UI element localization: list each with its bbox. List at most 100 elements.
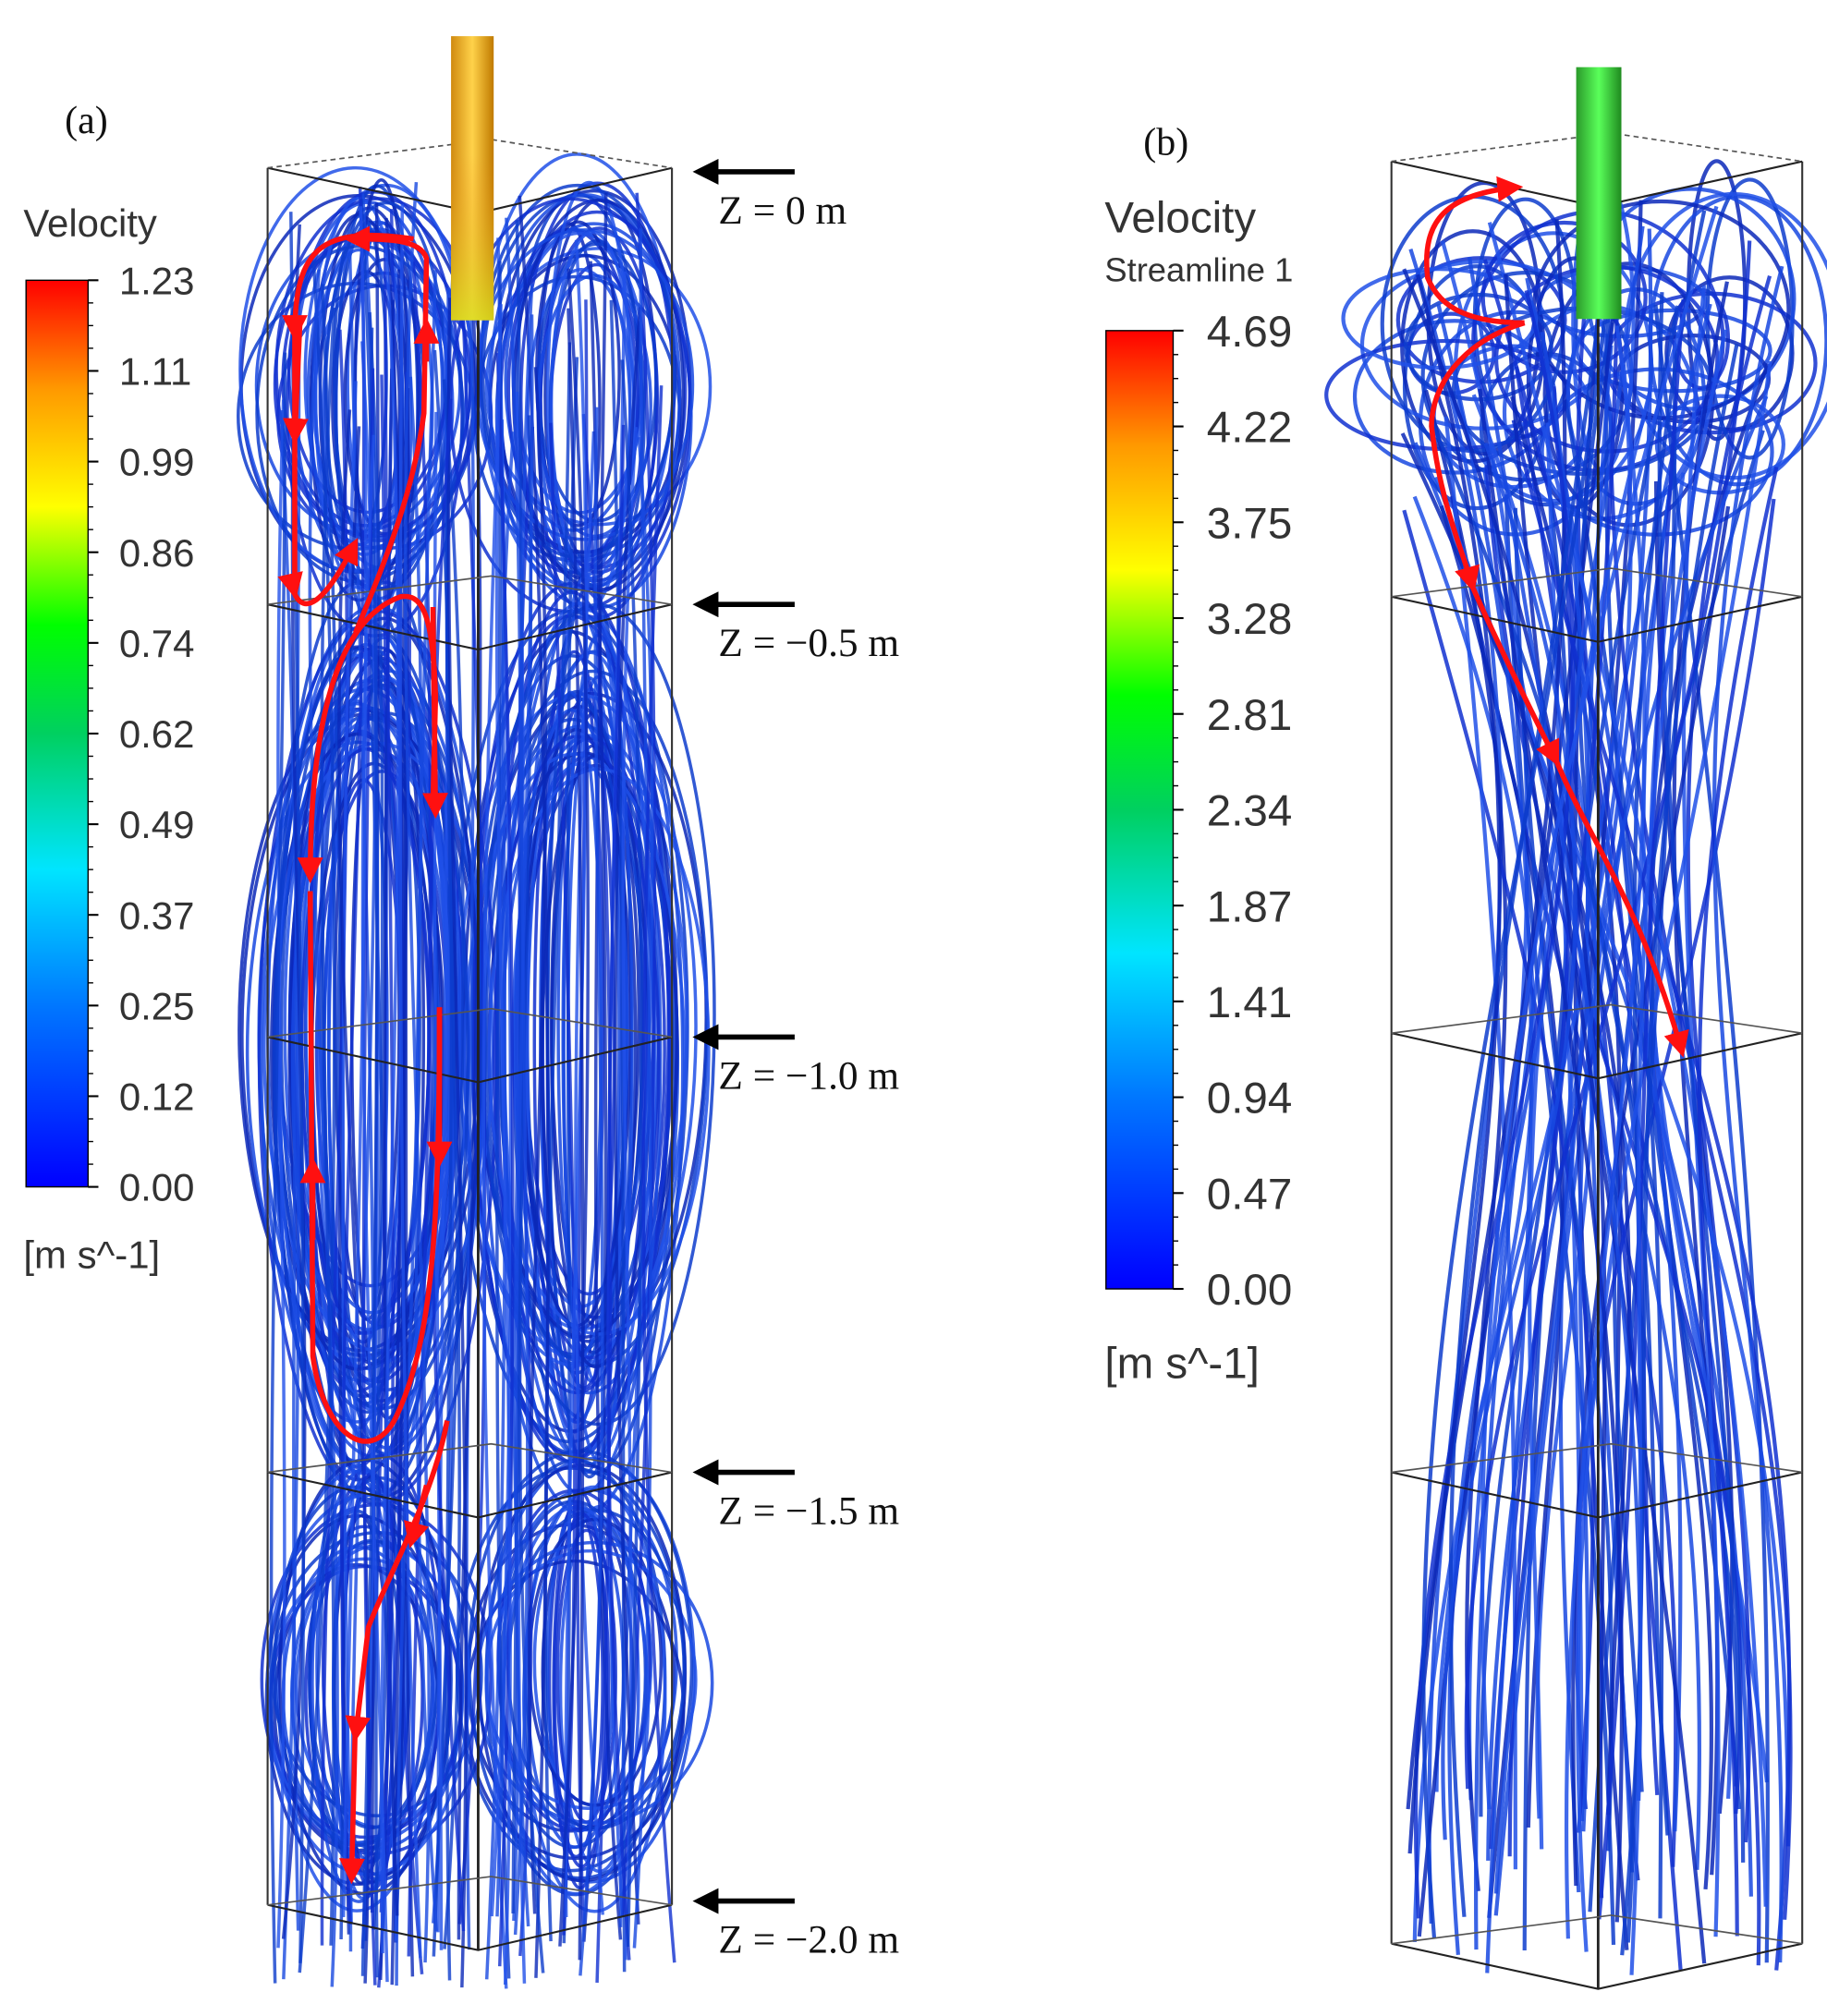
streamline xyxy=(579,407,604,1976)
colorbar-tick-label: 4.22 xyxy=(1207,404,1292,453)
streamline xyxy=(1513,507,1614,1852)
box-level xyxy=(267,603,673,651)
streamline xyxy=(1487,222,1768,1907)
streamline xyxy=(558,268,590,1947)
z-label: Z = −1.5 m xyxy=(718,1488,899,1533)
streamline xyxy=(621,427,638,1961)
streamline xyxy=(1697,466,1779,1937)
colorbar-tick-label: 0.49 xyxy=(119,803,195,846)
z-label: Z = 0 m xyxy=(718,188,847,233)
streamline xyxy=(1657,292,1746,1863)
streamline xyxy=(398,203,422,1959)
streamline xyxy=(276,399,286,1949)
colorbar-tick-label: 1.23 xyxy=(119,259,195,302)
streamline xyxy=(1629,329,1728,1975)
z-label: Z = −1.0 m xyxy=(718,1053,899,1098)
streamline xyxy=(481,399,508,1989)
streamline xyxy=(1441,442,1577,1840)
panel-label: (b) xyxy=(1143,122,1188,164)
streamline xyxy=(1448,309,1602,1917)
colorbar-tick-label: 0.99 xyxy=(119,441,195,484)
colorbar-tick-label: 0.25 xyxy=(119,984,195,1027)
streamline xyxy=(279,409,300,1980)
streamline xyxy=(1504,273,1707,1964)
box-level xyxy=(1391,1942,1803,1990)
panel-label: (a) xyxy=(65,100,108,142)
colorbar-tick-label: 2.34 xyxy=(1207,787,1292,836)
streamline xyxy=(606,424,631,1961)
colorbar-tick-label: 0.74 xyxy=(119,622,195,665)
streamline xyxy=(1574,498,1776,1810)
streamline xyxy=(479,183,676,559)
z-label: Z = −2.0 m xyxy=(718,1918,899,1962)
streamline xyxy=(495,261,511,1979)
streamline xyxy=(1576,360,1772,1952)
streamline xyxy=(620,192,656,1917)
streamline xyxy=(1439,504,1565,1828)
legend-unit: [m s^-1] xyxy=(23,1233,160,1277)
colorbar-tick-label: 0.37 xyxy=(119,893,195,937)
streamline xyxy=(1528,384,1653,1850)
colorbar-tick-label: 0.47 xyxy=(1207,1170,1292,1219)
streamlines-a xyxy=(237,152,716,1989)
box-level xyxy=(1391,1471,1803,1519)
legend-title: Velocity xyxy=(23,201,157,245)
streamline xyxy=(495,217,522,1917)
streamline xyxy=(562,357,579,1944)
streamline xyxy=(1421,278,1612,1939)
streamline xyxy=(404,181,431,1963)
streamline xyxy=(495,352,515,1967)
streamline xyxy=(1480,205,1719,1810)
colorbar-tick-label: 1.41 xyxy=(1207,978,1292,1027)
streamline xyxy=(1478,388,1625,1923)
box-level xyxy=(267,1903,673,1951)
streamline xyxy=(1564,325,1647,1939)
colorbar-tick-label: 0.12 xyxy=(119,1075,195,1119)
inlet-pipe-shade xyxy=(451,154,494,321)
box-level-back xyxy=(1391,1914,1803,1945)
streamline xyxy=(543,342,572,1942)
streamline xyxy=(527,367,547,1914)
colorbar xyxy=(25,279,89,1188)
box-level-back xyxy=(1391,1442,1803,1474)
colorbar-tick-label: 0.86 xyxy=(119,531,195,575)
flow-arrows-b xyxy=(1424,176,1689,1058)
colorbar-tick-label: 0.94 xyxy=(1207,1075,1292,1123)
streamline xyxy=(1525,277,1683,1832)
colorbar-ticks: 1.23 1.11 0.99 0.86 0.74 0.62 0.49 0.37 0.25 0.12… xyxy=(88,259,1292,1315)
streamlines-b xyxy=(1324,159,1827,1975)
inlet-pipe xyxy=(1576,67,1622,320)
streamline xyxy=(1423,389,1508,1892)
box-level xyxy=(1391,1032,1803,1080)
streamline xyxy=(494,304,512,1986)
colorbar-tick-label: 0.62 xyxy=(119,712,195,756)
colorbar-tick-label: 3.75 xyxy=(1207,499,1292,548)
box-level xyxy=(1391,595,1803,643)
colorbar-tick-label: 0.00 xyxy=(1207,1266,1292,1315)
colorbar-tick-label: 1.11 xyxy=(119,350,191,394)
streamline xyxy=(341,206,368,1917)
streamline xyxy=(581,414,613,1983)
streamline xyxy=(614,307,642,1925)
streamline xyxy=(1711,265,1784,1963)
streamline xyxy=(566,308,585,1961)
streamline xyxy=(407,261,432,1957)
streamline xyxy=(1407,273,1502,1854)
streamline xyxy=(1493,331,1590,1894)
colorbar-tick-label: 2.81 xyxy=(1207,691,1292,740)
box-level-back xyxy=(267,139,673,169)
box-level-back xyxy=(267,1876,673,1906)
colorbar xyxy=(1105,330,1175,1290)
streamline xyxy=(513,284,534,1936)
streamline xyxy=(432,379,465,1957)
streamline xyxy=(1403,292,1553,402)
colorbar-tick-label: 4.69 xyxy=(1207,308,1292,357)
box-level-back xyxy=(267,1442,673,1474)
box-level xyxy=(267,1471,673,1519)
streamline xyxy=(1564,399,1664,1919)
colorbar-tick-label: 0.00 xyxy=(119,1166,195,1209)
flow-arrows-a xyxy=(277,225,453,1885)
legend-unit: [m s^-1] xyxy=(1104,1339,1260,1388)
